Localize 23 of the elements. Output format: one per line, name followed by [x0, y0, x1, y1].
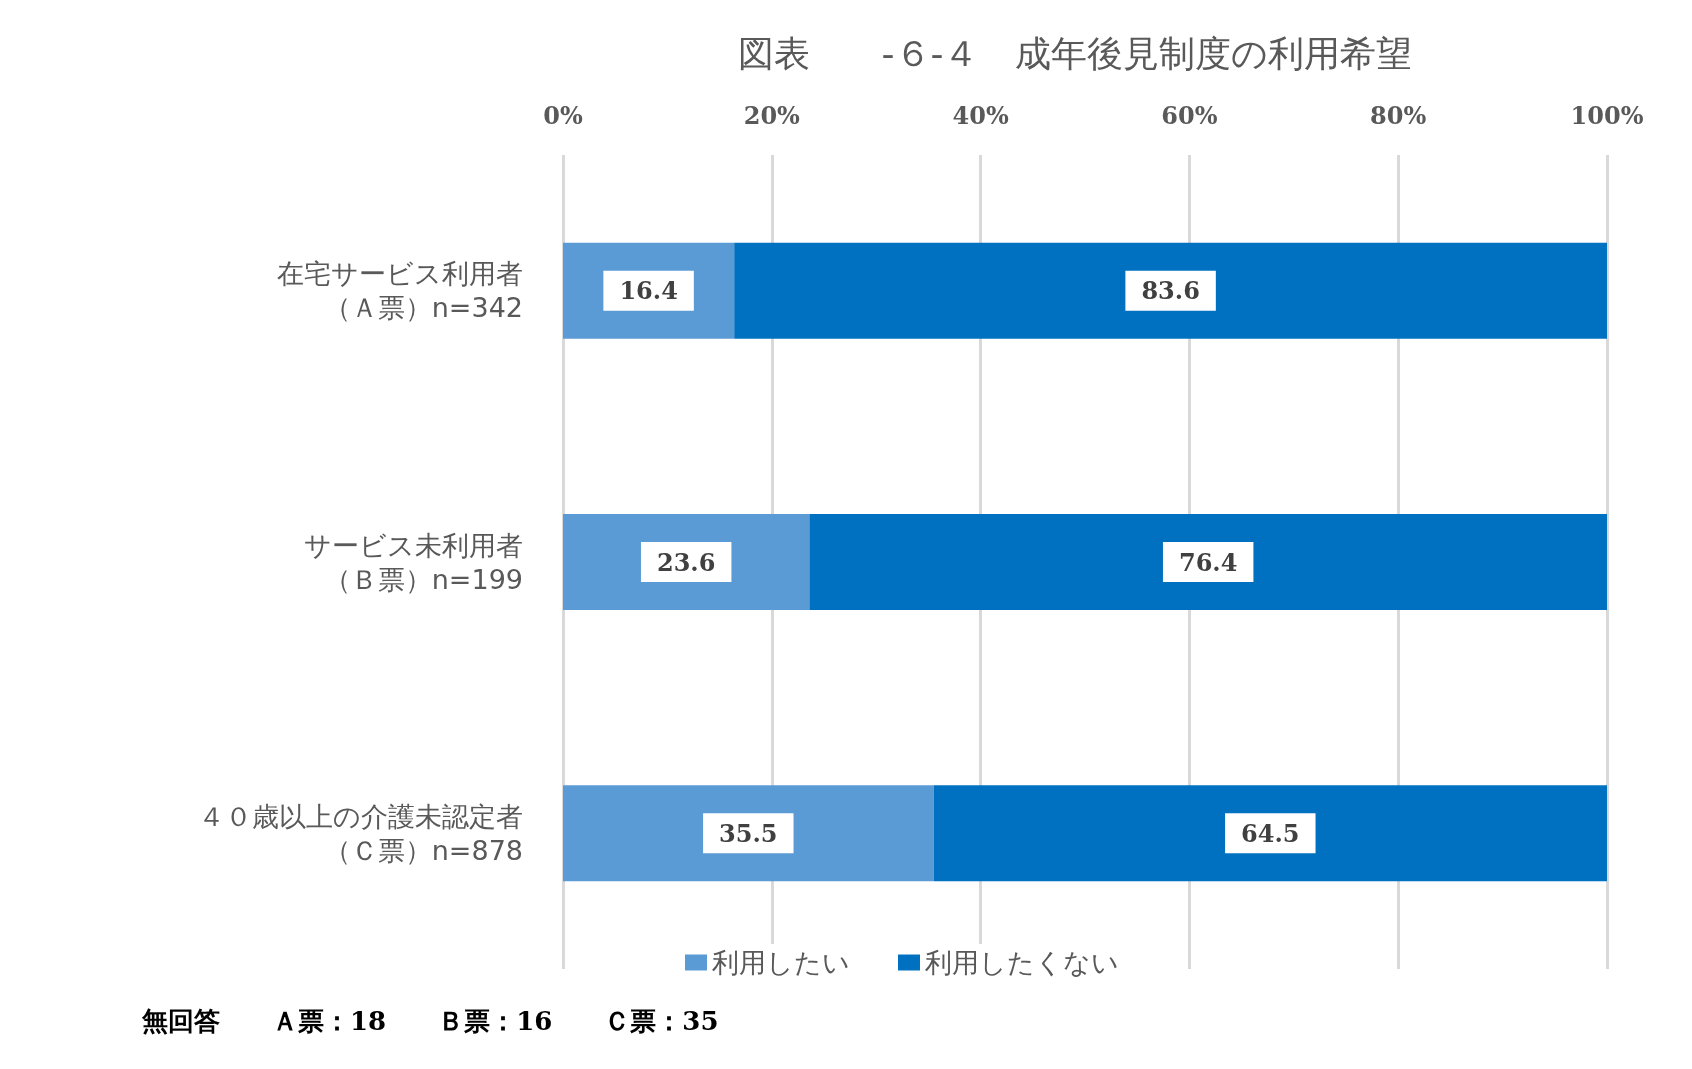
data-label: 83.6 — [1141, 276, 1200, 306]
data-label: 16.4 — [619, 276, 678, 306]
data-label: 23.6 — [656, 547, 716, 577]
y-tick-label: ４０歳以上の介護未認定者（Ｃ票）n=878 — [198, 800, 523, 866]
text: 無回答 Ａ票：18 Ｂ票：16 Ｃ票：35 — [141, 1006, 719, 1036]
y-tick-label: 在宅サービス利用者（Ａ票）n=342 — [277, 258, 523, 324]
x-tick-label: 80% — [1370, 100, 1427, 130]
x-tick-label: 60% — [1161, 100, 1218, 130]
data-label: 35.5 — [719, 818, 778, 848]
x-tick-label: 0% — [543, 100, 583, 130]
bar — [734, 242, 1607, 339]
legend-label: 利用したい — [712, 947, 850, 978]
chart-title: 図表 -６-４ 成年後見制度の利用希望 — [737, 32, 1413, 74]
bar — [809, 514, 1607, 610]
x-tick-label: 20% — [743, 100, 801, 130]
bar — [563, 785, 934, 882]
legend-label: 利用したくない — [925, 947, 1119, 978]
data-label: 76.4 — [1178, 547, 1238, 577]
x-tick-label: 100% — [1570, 100, 1644, 130]
data-label: 64.5 — [1241, 818, 1300, 848]
x-tick-label: 40% — [952, 100, 1009, 130]
y-tick-label: サービス未利用者（Ｂ票）n=199 — [304, 529, 523, 595]
bar — [933, 785, 1607, 882]
